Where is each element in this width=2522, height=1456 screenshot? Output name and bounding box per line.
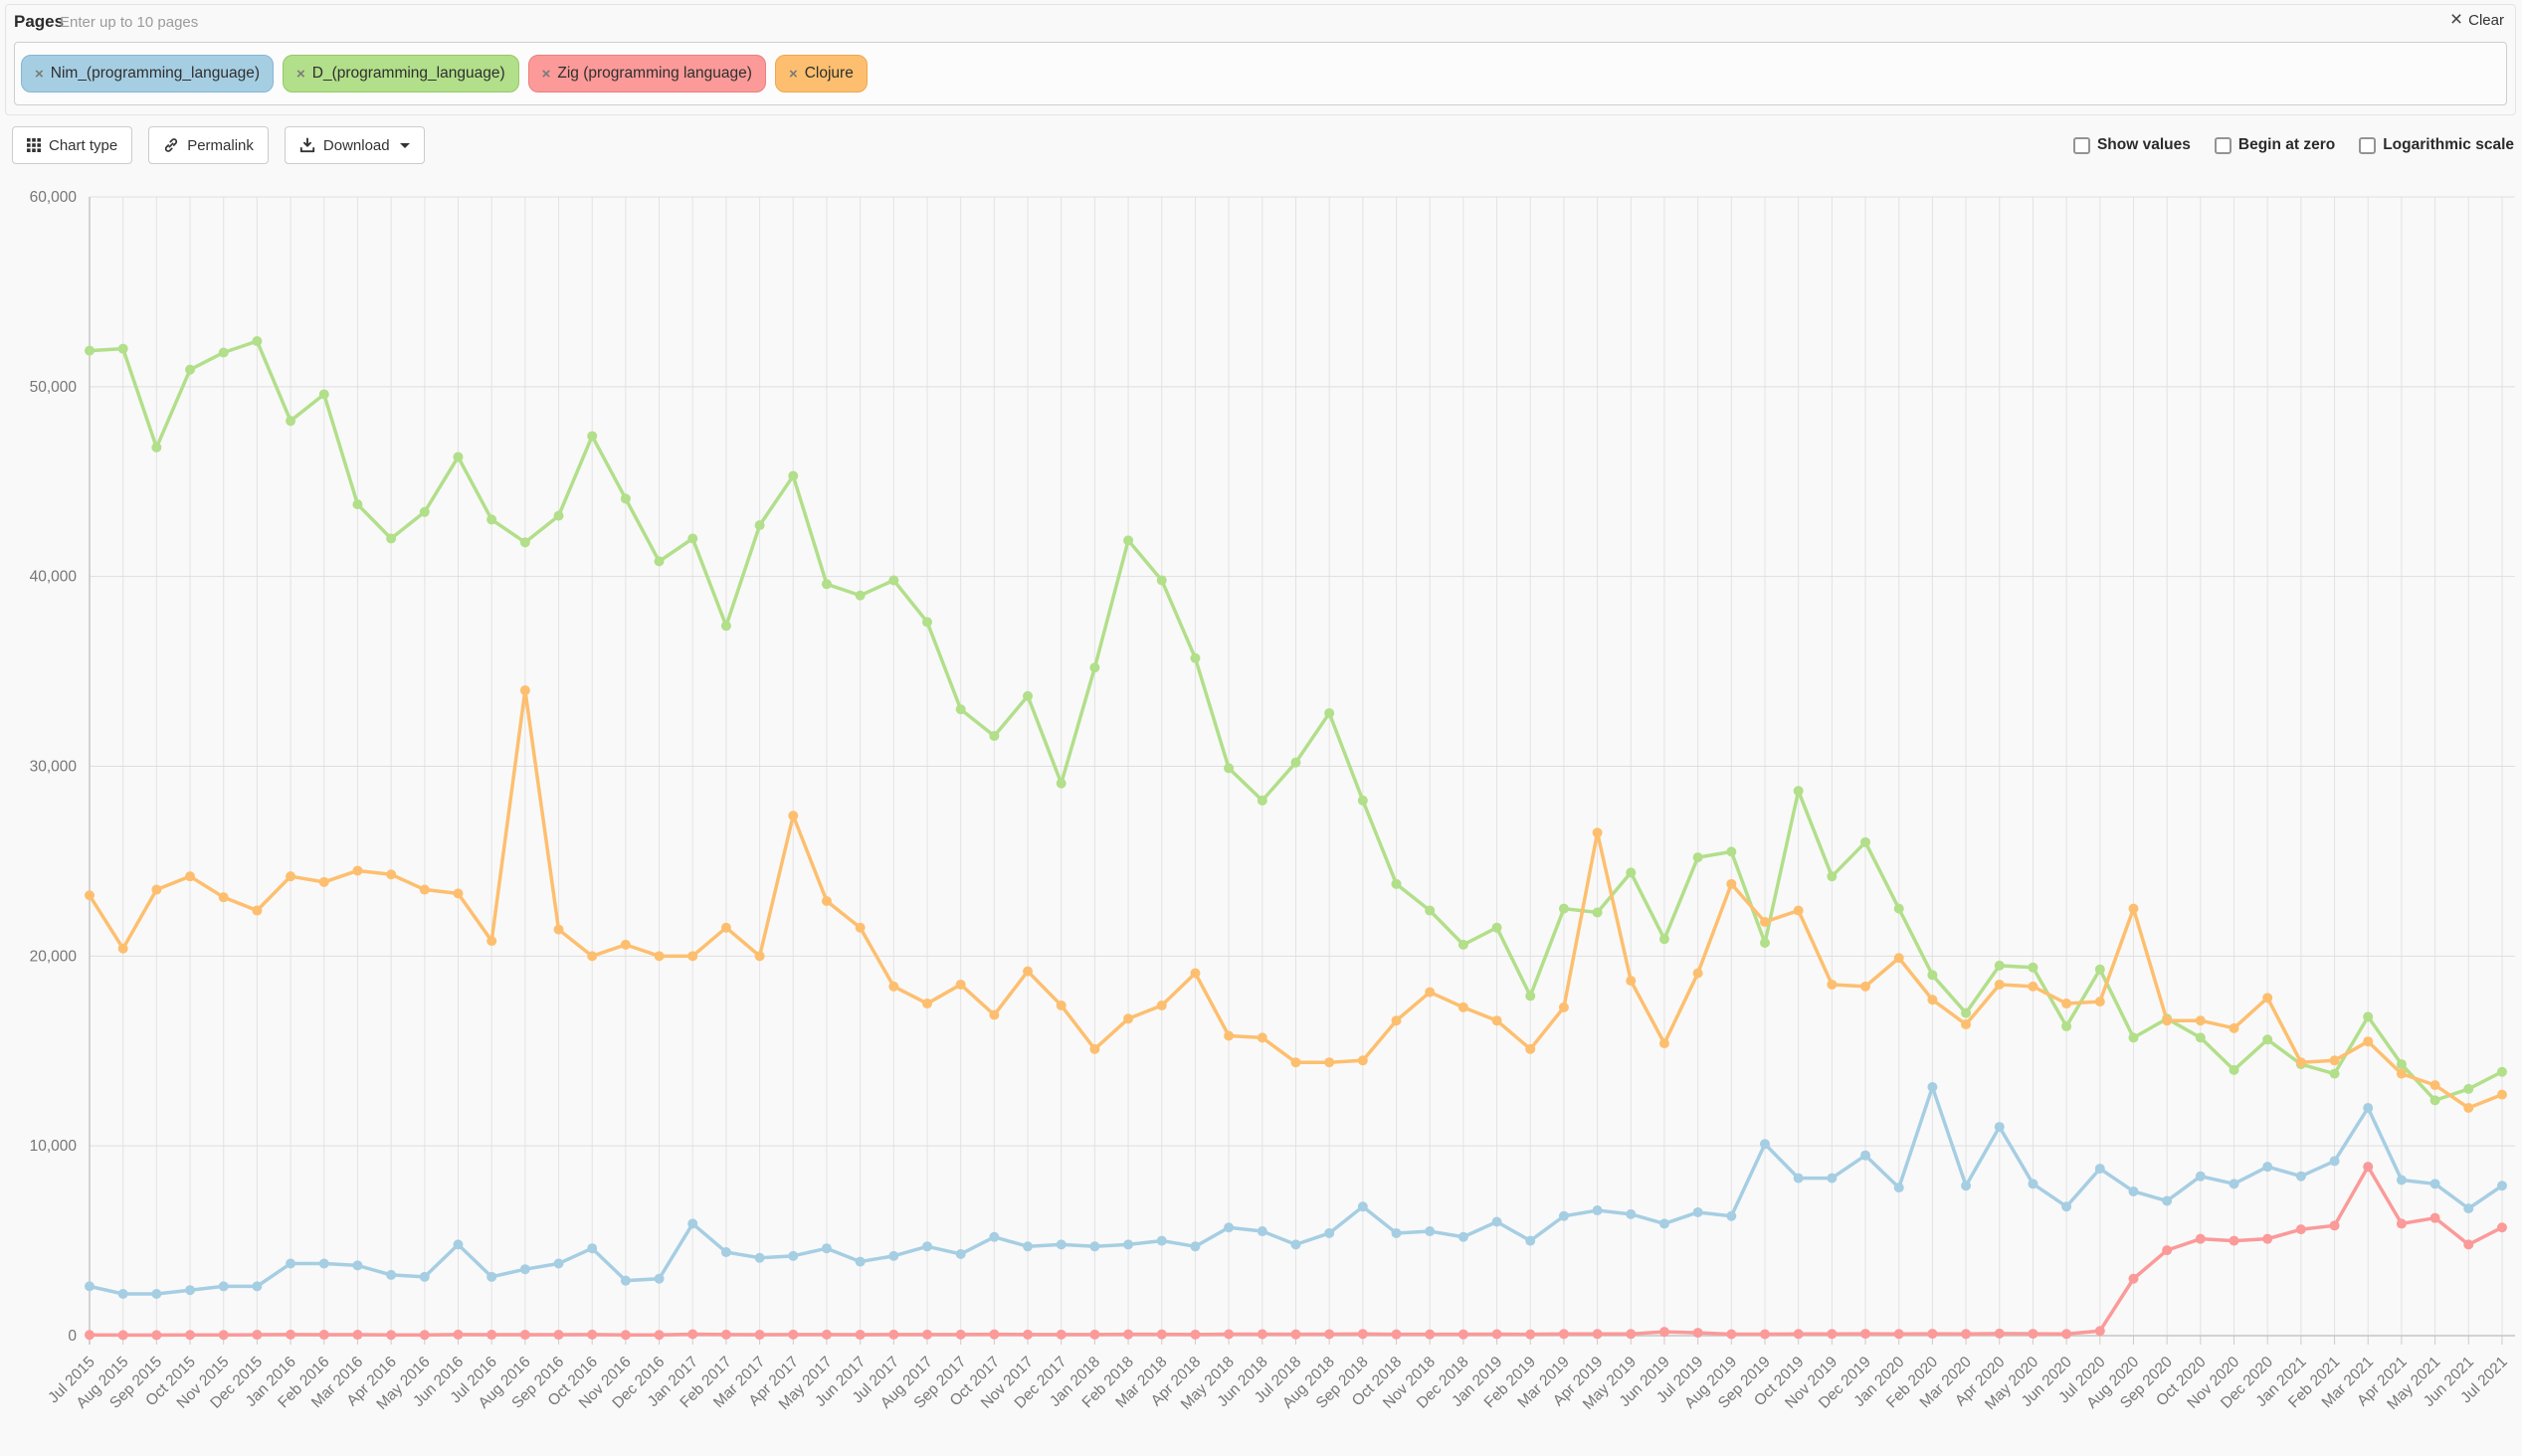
chip-remove-icon[interactable]: × <box>788 65 798 83</box>
svg-text:50,000: 50,000 <box>30 379 78 396</box>
grid-icon <box>27 138 41 152</box>
permalink-button[interactable]: Permalink <box>148 126 269 164</box>
pages-input-placeholder[interactable]: Enter up to 10 pages <box>60 14 199 31</box>
logarithmic-scale-checkbox[interactable] <box>2359 136 2377 154</box>
download-icon <box>299 137 315 153</box>
chip-remove-icon[interactable]: × <box>35 65 44 83</box>
svg-text:30,000: 30,000 <box>30 759 78 776</box>
chip-label: Clojure <box>804 65 854 82</box>
svg-text:0: 0 <box>68 1328 77 1345</box>
logarithmic-scale-label: Logarithmic scale <box>2383 136 2514 153</box>
show-values-checkbox[interactable] <box>2072 136 2090 154</box>
close-icon: × <box>2449 8 2463 31</box>
show-values-label: Show values <box>2096 136 2191 153</box>
svg-text:40,000: 40,000 <box>30 569 78 586</box>
chip-remove-icon[interactable]: × <box>295 65 305 83</box>
chip-zig[interactable]: × Zig (programming language) <box>527 55 766 92</box>
chip-clojure[interactable]: × Clojure <box>774 55 868 92</box>
clear-button[interactable]: × Clear <box>2449 8 2504 31</box>
chip-label: Zig (programming language) <box>557 65 752 82</box>
link-icon <box>163 137 179 153</box>
download-button[interactable]: Download <box>284 126 425 164</box>
svg-text:20,000: 20,000 <box>30 948 78 965</box>
svg-text:10,000: 10,000 <box>30 1138 78 1155</box>
begin-at-zero-checkbox[interactable] <box>2214 136 2231 154</box>
caret-down-icon <box>399 142 410 148</box>
pages-label: Pages <box>14 12 65 31</box>
option-logarithmic-scale[interactable]: Logarithmic scale <box>2359 136 2514 154</box>
pages-panel <box>5 4 2516 115</box>
chip-label: Nim_(programming_language) <box>50 65 260 82</box>
download-label: Download <box>322 136 390 154</box>
permalink-label: Permalink <box>187 136 254 154</box>
begin-at-zero-label: Begin at zero <box>2237 136 2336 153</box>
chip-nim[interactable]: × Nim_(programming_language) <box>21 55 274 92</box>
option-show-values[interactable]: Show values <box>2072 136 2191 154</box>
pages-input-box[interactable]: × Nim_(programming_language) × D_(progra… <box>14 42 2507 105</box>
toolbar: Chart type Permalink Download <box>12 126 425 164</box>
chart-options: Show values Begin at zero Logarithmic sc… <box>2072 126 2514 164</box>
pageviews-line-chart[interactable]: 010,00020,00030,00040,00050,00060,000Jul… <box>0 189 2522 1451</box>
chart-area: 0 10,000 20,000 30,000 40,000 50,000 60,000 Jul… <box>0 189 2522 1451</box>
clear-label: Clear <box>2468 11 2504 29</box>
chart-type-button[interactable]: Chart type <box>12 126 133 164</box>
chip-remove-icon[interactable]: × <box>541 65 551 83</box>
chip-d[interactable]: × D_(programming_language) <box>282 55 519 92</box>
option-begin-at-zero[interactable]: Begin at zero <box>2214 136 2336 154</box>
svg-text:60,000: 60,000 <box>30 189 78 206</box>
chip-label: D_(programming_language) <box>311 65 505 82</box>
chart-type-label: Chart type <box>49 136 118 154</box>
